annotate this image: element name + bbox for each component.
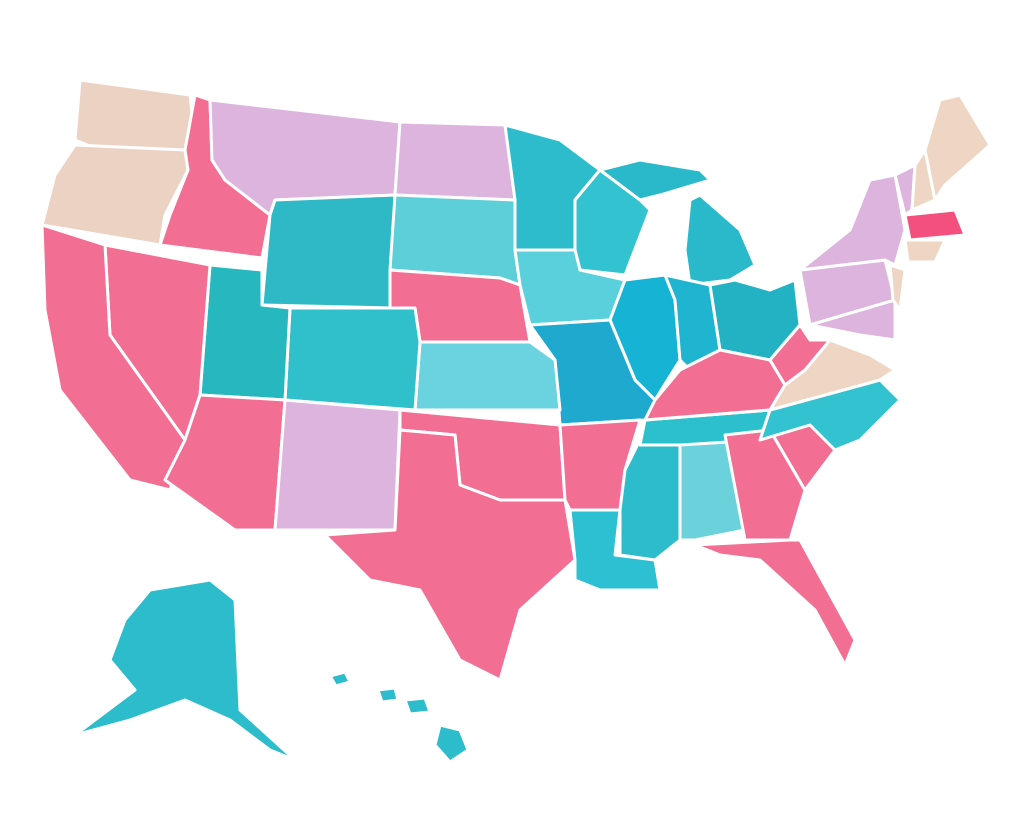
state-region: [260, 193, 397, 310]
state-region: [403, 696, 432, 716]
alaska-hawaii: [73, 578, 470, 764]
state-region: [798, 173, 907, 272]
state-region: [328, 670, 352, 688]
states: [40, 78, 992, 682]
state-region: [808, 298, 897, 342]
state-region: [393, 120, 517, 202]
state-region: [888, 263, 907, 312]
state-region: [73, 78, 197, 152]
state-region: [273, 398, 402, 532]
state-region: [923, 93, 992, 202]
state-region: [903, 208, 967, 242]
state-region: [433, 723, 470, 764]
state-region: [323, 428, 577, 682]
state-region: [683, 193, 757, 287]
state-region: [903, 238, 947, 264]
state-region: [413, 340, 562, 412]
state-region: [40, 223, 187, 492]
state-region: [376, 686, 400, 704]
state-region: [73, 578, 297, 762]
state-region: [693, 538, 857, 667]
state-region: [598, 158, 712, 202]
state-region: [283, 306, 422, 412]
state-region: [568, 508, 662, 592]
state-region: [768, 323, 832, 387]
